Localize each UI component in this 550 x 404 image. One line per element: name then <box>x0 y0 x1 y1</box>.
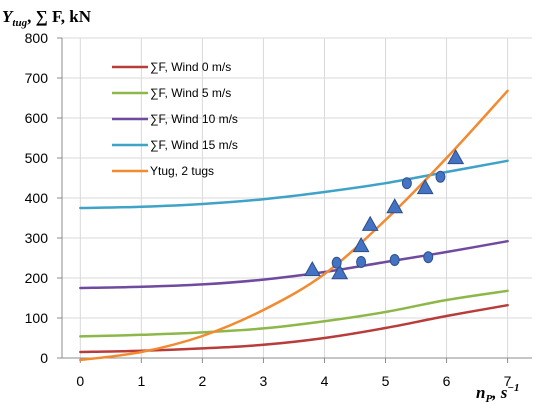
axis-titles: Ytug, ∑ F, kN nP, s−1 <box>2 7 520 404</box>
y-tick-label: 700 <box>25 70 49 86</box>
legend: ∑F, Wind 0 m/s ∑F, Wind 5 m/s ∑F, Wind 10 … <box>112 60 238 178</box>
triangle-marker <box>303 260 321 277</box>
y-tick-label: 100 <box>25 310 49 326</box>
circle-marker <box>356 256 367 268</box>
triangle-marker <box>416 178 434 195</box>
x-axis-title: nP, s−1 <box>476 382 520 404</box>
legend-item-ytug: Ytug, 2 tugs <box>112 164 214 178</box>
y-tick-label: 500 <box>25 150 49 166</box>
x-tick-label: 3 <box>260 373 268 389</box>
x-axis-title-superscript: −1 <box>507 382 519 394</box>
x-tick-label: 1 <box>137 373 145 389</box>
y-tick-label: 800 <box>25 30 49 46</box>
data-markers <box>303 148 465 280</box>
y-axis-title: Ytug, ∑ F, kN <box>2 7 92 29</box>
legend-label: Ytug, 2 tugs <box>150 164 214 178</box>
legend-item-wind-15: ∑F, Wind 15 m/s <box>112 138 238 152</box>
circle-marker <box>331 256 342 269</box>
x-tick-label: 6 <box>443 373 451 389</box>
legend-label: ∑F, Wind 15 m/s <box>150 138 238 152</box>
legend-label: ∑F, Wind 0 m/s <box>150 60 231 74</box>
y-axis-title-rest: , ∑ F, kN <box>27 7 92 26</box>
legend-item-wind-10: ∑F, Wind 10 m/s <box>112 112 238 126</box>
x-tick-label: 2 <box>198 373 206 389</box>
y-tick-label: 200 <box>25 270 49 286</box>
x-tick-label: 5 <box>382 373 390 389</box>
triangle-marker <box>447 148 465 165</box>
legend-label: ∑F, Wind 5 m/s <box>150 86 231 100</box>
circle-marker <box>389 254 400 266</box>
x-axis-title-rest: , s <box>491 383 508 402</box>
series-lines <box>79 89 509 362</box>
series-line-ytug <box>79 89 509 362</box>
y-axis-title-subscript: tug <box>12 17 27 29</box>
triangle-marker <box>352 236 370 253</box>
y-tick-label: 600 <box>25 110 49 126</box>
x-axis-title-subscript: P <box>485 393 492 404</box>
grid <box>62 37 532 359</box>
series-line-wind-10 <box>79 239 509 290</box>
axes: 0 100 200 300 400 500 600 700 800 0 1 2 3 4 5 6 7 <box>25 30 532 389</box>
x-tick-label: 0 <box>76 373 84 389</box>
legend-item-wind-0: ∑F, Wind 0 m/s <box>112 60 231 74</box>
series-line-wind-0 <box>79 303 509 354</box>
circle-marker <box>401 177 412 190</box>
y-axis-title-main: Y <box>2 7 14 26</box>
triangle-marker <box>361 215 379 231</box>
circle-marker <box>423 251 434 264</box>
x-tick-label: 7 <box>504 373 512 389</box>
y-tick-label: 400 <box>25 190 49 206</box>
legend-item-wind-5: ∑F, Wind 5 m/s <box>112 86 231 100</box>
triangle-marker <box>331 264 349 280</box>
series-line-wind-15 <box>79 159 509 210</box>
triangle-marker <box>386 198 404 214</box>
x-axis-title-main: n <box>476 383 485 402</box>
y-tick-label: 300 <box>25 230 49 246</box>
x-tick-label: 4 <box>321 373 329 389</box>
circle-marker <box>435 170 446 183</box>
y-tick-label: 0 <box>40 350 48 366</box>
series-line-wind-5 <box>79 289 509 338</box>
legend-label: ∑F, Wind 10 m/s <box>150 112 238 126</box>
